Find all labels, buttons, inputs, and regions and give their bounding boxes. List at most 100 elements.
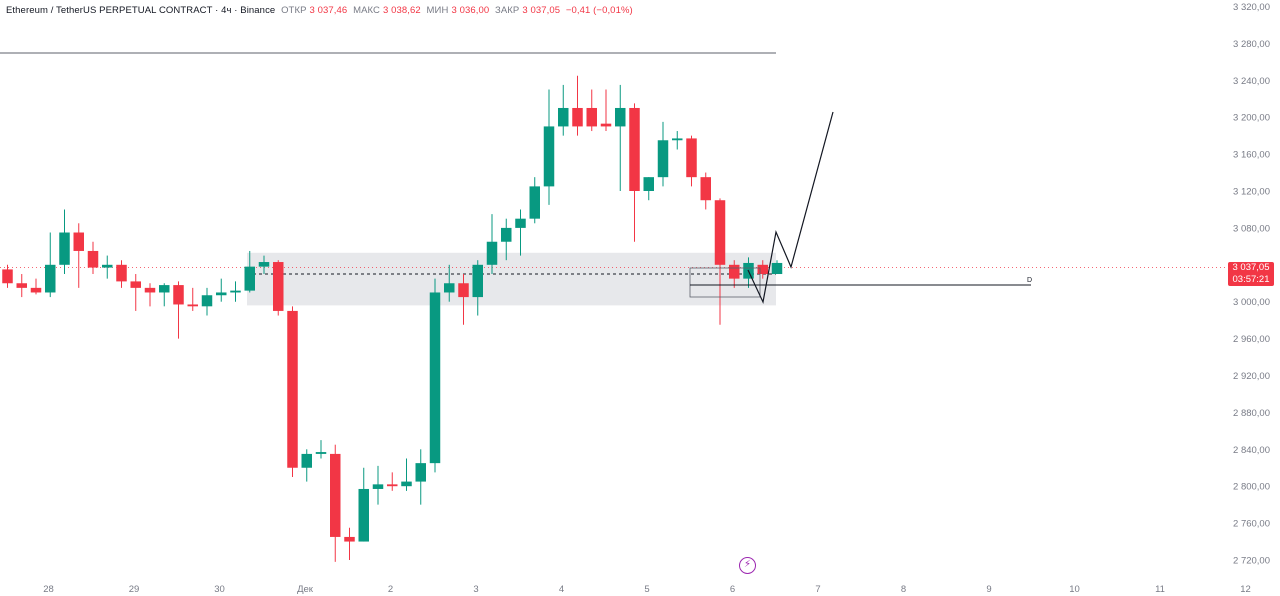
candle-body xyxy=(201,295,213,307)
y-tick-label: 3 200,00 xyxy=(1233,113,1270,124)
candle xyxy=(130,274,141,311)
y-tick-label: 3 080,00 xyxy=(1233,223,1270,234)
y-tick-label: 2 760,00 xyxy=(1233,519,1270,530)
candle xyxy=(59,209,70,275)
candle xyxy=(301,449,312,482)
candle-body xyxy=(230,290,241,293)
bar-countdown: 03:57:21 xyxy=(1232,273,1270,285)
x-tick-label: 9 xyxy=(986,584,991,595)
candle-body xyxy=(515,218,526,228)
y-tick-label: 2 800,00 xyxy=(1233,482,1270,493)
candle xyxy=(102,255,113,279)
y-tick-label: 3 120,00 xyxy=(1233,187,1270,198)
y-tick-label: 3 240,00 xyxy=(1233,76,1270,87)
candle xyxy=(258,255,270,275)
candle-body xyxy=(415,463,426,482)
candle xyxy=(572,75,583,136)
x-tick-label: 30 xyxy=(214,584,225,595)
candle-body xyxy=(116,264,127,282)
candle xyxy=(501,218,512,261)
candle xyxy=(187,287,198,311)
candle-body xyxy=(330,453,341,537)
candle xyxy=(415,449,426,505)
candle-body xyxy=(372,484,384,489)
candle xyxy=(529,177,540,224)
x-tick-label: 7 xyxy=(815,584,820,595)
candle xyxy=(757,260,768,279)
candle-body xyxy=(700,177,711,201)
candle xyxy=(273,260,284,316)
candle xyxy=(401,458,412,491)
candle-body xyxy=(87,250,99,268)
current-price-badge: 3 037,05 03:57:21 xyxy=(1228,262,1274,286)
open-value: 3 037,46 xyxy=(309,5,348,16)
candle-body xyxy=(600,123,612,127)
candle-body xyxy=(173,285,184,305)
candle-body xyxy=(686,138,697,178)
candle xyxy=(244,250,255,293)
candle-body xyxy=(344,536,355,542)
candle xyxy=(600,89,612,132)
candle xyxy=(30,278,42,295)
candle-body xyxy=(757,264,768,275)
candle-body xyxy=(714,200,726,265)
candle-body xyxy=(315,452,327,454)
x-tick-label: 29 xyxy=(129,584,140,595)
candle-body xyxy=(258,262,270,267)
lightning-icon[interactable]: ⚡︎ xyxy=(739,557,756,574)
x-tick-label: 4 xyxy=(559,584,564,595)
supply-demand-zone xyxy=(247,252,776,306)
y-tick-label: 3 320,00 xyxy=(1233,2,1270,13)
y-tick-label: 3 000,00 xyxy=(1233,297,1270,308)
candle-body xyxy=(572,107,583,127)
candle xyxy=(159,283,170,307)
candle xyxy=(2,264,13,288)
x-tick-label: 12 xyxy=(1240,584,1251,595)
candle-body xyxy=(301,453,312,468)
symbol-info-header: Ethereum / TetherUS PERPETUAL CONTRACT ·… xyxy=(6,5,636,16)
y-tick-label: 2 880,00 xyxy=(1233,408,1270,419)
change-value: −0,41 (−0,01%) xyxy=(565,5,633,16)
candle xyxy=(458,274,469,325)
low-label: МИН xyxy=(426,5,449,16)
candle xyxy=(330,444,341,562)
candle xyxy=(173,281,184,339)
y-tick-label: 2 840,00 xyxy=(1233,445,1270,456)
x-tick-label: 6 xyxy=(730,584,735,595)
y-tick-label: 3 160,00 xyxy=(1233,150,1270,161)
candle xyxy=(87,241,99,275)
close-label: ЗАКР xyxy=(494,5,520,16)
candle-body xyxy=(543,126,555,187)
candle xyxy=(16,274,27,298)
current-price: 3 037,05 xyxy=(1232,262,1270,273)
candle-body xyxy=(59,232,70,265)
candle-body xyxy=(45,264,56,293)
y-tick-label: 2 920,00 xyxy=(1233,371,1270,382)
candle-body xyxy=(16,283,27,288)
candle-body xyxy=(187,304,198,307)
candle-body xyxy=(771,262,783,275)
low-value: 3 036,00 xyxy=(451,5,490,16)
range-box xyxy=(689,267,761,298)
y-tick-label: 3 280,00 xyxy=(1233,39,1270,50)
candle-body xyxy=(729,264,740,279)
candle xyxy=(700,172,711,210)
candle xyxy=(586,89,597,132)
candle xyxy=(472,260,483,316)
candle-body xyxy=(472,264,483,298)
symbol-title[interactable]: Ethereum / TetherUS PERPETUAL CONTRACT ·… xyxy=(6,5,276,16)
x-tick-label: 5 xyxy=(644,584,649,595)
candle xyxy=(144,283,156,307)
candle-body xyxy=(273,262,284,311)
x-tick-label: 28 xyxy=(43,584,54,595)
candle xyxy=(686,135,697,187)
candle xyxy=(216,278,227,302)
candle-body xyxy=(30,287,42,293)
candle-body xyxy=(2,269,13,284)
candle-body xyxy=(657,140,669,178)
candle xyxy=(444,264,455,302)
candle-body xyxy=(615,107,626,127)
candle xyxy=(486,214,498,275)
candle xyxy=(45,232,56,298)
